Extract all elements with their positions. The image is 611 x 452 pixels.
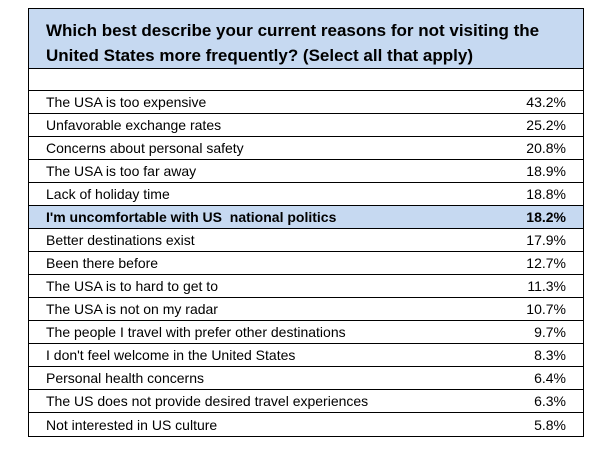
table-row: Not interested in US culture 5.8%: [29, 413, 583, 436]
reason-label: The people I travel with prefer other de…: [46, 324, 346, 340]
reason-label: Concerns about personal safety: [46, 140, 244, 156]
reason-percentage: 11.3%: [527, 278, 566, 294]
reason-label: The US does not provide desired travel e…: [46, 393, 369, 409]
table-row: Lack of holiday time 18.8%: [29, 183, 583, 206]
reason-percentage: 12.7%: [526, 255, 566, 271]
table-row: Personal health concerns 6.4%: [29, 367, 583, 390]
reason-label: Been there before: [46, 255, 159, 271]
question-header: Which best describe your current reasons…: [29, 9, 583, 69]
reason-label: Not interested in US culture: [46, 416, 218, 433]
reason-percentage: 43.2%: [526, 94, 566, 110]
reason-percentage: 9.7%: [534, 324, 566, 340]
reason-percentage: 18.8%: [526, 186, 566, 202]
empty-row: [29, 69, 583, 91]
reason-percentage: 10.7%: [526, 301, 566, 317]
reason-label: The USA is too expensive: [46, 94, 207, 110]
table-row-highlighted: I'm uncomfortable with US national polit…: [29, 206, 583, 229]
reason-label: Lack of holiday time: [46, 186, 170, 202]
table-row: Unfavorable exchange rates 25.2%: [29, 114, 583, 137]
reason-label: I'm uncomfortable with US national polit…: [46, 209, 337, 225]
table-row: Better destinations exist 17.9%: [29, 229, 583, 252]
reason-percentage: 25.2%: [526, 117, 566, 133]
reason-percentage: 18.2%: [526, 209, 566, 225]
reason-label: I don't feel welcome in the United State…: [46, 347, 296, 363]
reason-label: Unfavorable exchange rates: [46, 117, 222, 133]
reason-percentage: 6.4%: [534, 370, 566, 386]
table-row: The US does not provide desired travel e…: [29, 390, 583, 413]
reason-label: The USA is too far away: [46, 163, 197, 179]
table-row: The people I travel with prefer other de…: [29, 321, 583, 344]
table-row: The USA is not on my radar 10.7%: [29, 298, 583, 321]
table-row: Concerns about personal safety 20.8%: [29, 137, 583, 160]
table-row: The USA is too far away 18.9%: [29, 160, 583, 183]
table-row: Been there before 12.7%: [29, 252, 583, 275]
table-row: The USA is too expensive 43.2%: [29, 91, 583, 114]
question-text-line-1: Which best describe your current reasons…: [46, 21, 540, 40]
reason-percentage: 17.9%: [526, 232, 566, 248]
reason-label: Personal health concerns: [46, 370, 204, 386]
reason-label: The USA is to hard to get to: [46, 278, 218, 294]
reason-label: Better destinations exist: [46, 232, 195, 248]
reason-percentage: 5.8%: [534, 416, 566, 433]
table-row: The USA is to hard to get to 11.3%: [29, 275, 583, 298]
reason-label: The USA is not on my radar: [46, 301, 218, 317]
reason-percentage: 6.3%: [534, 393, 566, 409]
table-row: I don't feel welcome in the United State…: [29, 344, 583, 367]
survey-results-table: Which best describe your current reasons…: [28, 8, 584, 437]
reason-percentage: 20.8%: [526, 140, 566, 156]
reason-percentage: 18.9%: [526, 163, 566, 179]
question-text-line-2: United States more frequently? (Select a…: [46, 46, 473, 65]
reason-percentage: 8.3%: [534, 347, 566, 363]
